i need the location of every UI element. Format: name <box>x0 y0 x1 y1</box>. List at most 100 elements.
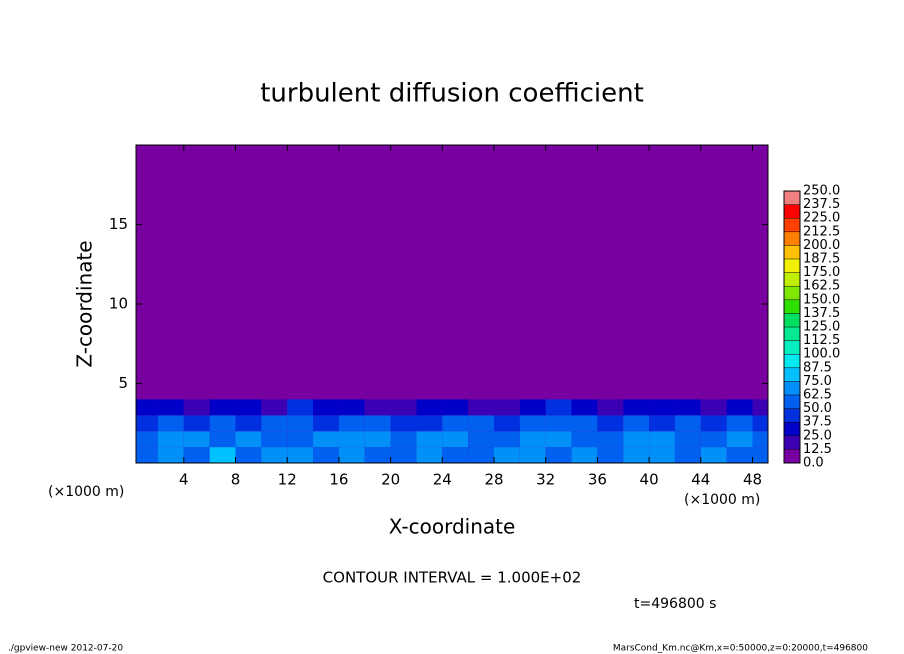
x-tick-label: 12 <box>278 471 297 489</box>
colorbar-label: 225.0 <box>803 211 840 226</box>
field-cell <box>364 447 391 463</box>
field-cell <box>649 415 675 432</box>
colorbar-band <box>784 367 800 382</box>
field-cell <box>313 399 339 416</box>
field-cell <box>494 399 520 416</box>
colorbar-band <box>784 259 800 273</box>
x-tick-label: 16 <box>329 471 348 489</box>
field-cell <box>519 447 546 463</box>
field-cell <box>649 447 675 463</box>
field-cell <box>674 447 701 463</box>
colorbar-label: 12.5 <box>803 442 832 457</box>
field-cell <box>597 399 624 416</box>
x-tick-label: 36 <box>588 471 607 489</box>
x-tick-label: 32 <box>536 471 555 489</box>
field-cell <box>416 447 443 463</box>
y-label: Z-coordinate <box>73 240 97 367</box>
colorbar-band <box>784 204 800 219</box>
colorbar-band <box>784 272 800 287</box>
colorbar-label: 150.0 <box>803 292 840 307</box>
colorbar-band <box>784 435 800 450</box>
field-cell <box>623 415 650 432</box>
contour-interval: CONTOUR INTERVAL = 1.000E+02 <box>323 569 582 587</box>
colorbar-label: 125.0 <box>803 320 840 335</box>
colorbar-band <box>784 381 800 395</box>
field-cell <box>597 447 624 463</box>
footer: ./gpview-new 2012-07-20 <box>8 644 123 654</box>
field-cell <box>442 431 469 448</box>
field-cell <box>183 431 210 448</box>
colorbar-band <box>784 245 800 259</box>
field-cell <box>261 415 288 432</box>
field-cell <box>468 399 495 416</box>
colorbar-label: 75.0 <box>803 374 832 389</box>
colorbar-label: 112.5 <box>803 333 840 348</box>
field-cell <box>623 431 650 448</box>
field-cell <box>700 431 727 448</box>
field-cell <box>136 447 158 463</box>
colorbar-band <box>784 218 800 232</box>
colorbar-label: 50.0 <box>803 401 832 416</box>
field-cell <box>700 447 727 463</box>
field-cell <box>209 447 236 463</box>
field-cell <box>468 415 495 432</box>
field-cell <box>416 431 443 448</box>
x-tick-label: 48 <box>743 471 762 489</box>
field-cell <box>287 399 314 416</box>
field-cell <box>235 447 262 463</box>
footer: MarsCond_Km.nc@Km,x=0:50000,z=0:20000,t=… <box>613 644 868 654</box>
field-cell <box>752 399 768 416</box>
colorbar-label: 237.5 <box>803 197 840 212</box>
field-cell <box>726 415 753 432</box>
field-cell <box>235 399 262 416</box>
field-cell <box>157 431 184 448</box>
colorbar-band <box>784 408 800 423</box>
field-cell <box>416 415 443 432</box>
field-cell <box>700 399 727 416</box>
field-cell <box>649 431 675 448</box>
field-cell <box>752 447 768 463</box>
x-tick-label: 40 <box>640 471 659 489</box>
field-cell <box>390 447 417 463</box>
field-cell <box>519 431 546 448</box>
field-cell <box>752 415 768 432</box>
field-cell <box>287 447 314 463</box>
field-cell <box>209 399 236 416</box>
x-tick-label: 4 <box>179 471 189 489</box>
field-cell <box>494 431 520 448</box>
colorbar-band <box>784 286 800 300</box>
colorbar-band <box>784 191 800 205</box>
field-cell <box>752 431 768 448</box>
field-cell <box>571 447 598 463</box>
field-cell <box>390 415 417 432</box>
field-cell <box>364 431 391 448</box>
field-cell <box>338 415 365 432</box>
field-cell <box>468 431 495 448</box>
field-cell <box>726 447 753 463</box>
field-cell <box>623 399 650 416</box>
colorbar-label: 25.0 <box>803 428 832 443</box>
field-cell <box>261 399 288 416</box>
field-cell <box>235 415 262 432</box>
x-unit: (×1000 m) <box>48 484 124 500</box>
field-cell <box>261 447 288 463</box>
field-cell <box>364 415 391 432</box>
field-cell <box>649 399 675 416</box>
x-tick-label: 28 <box>484 471 503 489</box>
field-cell <box>442 447 469 463</box>
field-cell <box>235 431 262 448</box>
colorbar-label: 37.5 <box>803 415 832 430</box>
field-cell <box>597 431 624 448</box>
colorbar-label: 212.5 <box>803 224 840 239</box>
colorbar-label: 200.0 <box>803 238 840 253</box>
colorbar-band <box>784 313 800 327</box>
colorbar-band <box>784 449 800 463</box>
field-cell <box>183 399 210 416</box>
field-cell <box>390 399 417 416</box>
field-cell <box>157 447 184 463</box>
field-cell <box>519 399 546 416</box>
field-cell <box>545 431 572 448</box>
colorbar-label: 87.5 <box>803 360 832 375</box>
field-cell <box>674 415 701 432</box>
